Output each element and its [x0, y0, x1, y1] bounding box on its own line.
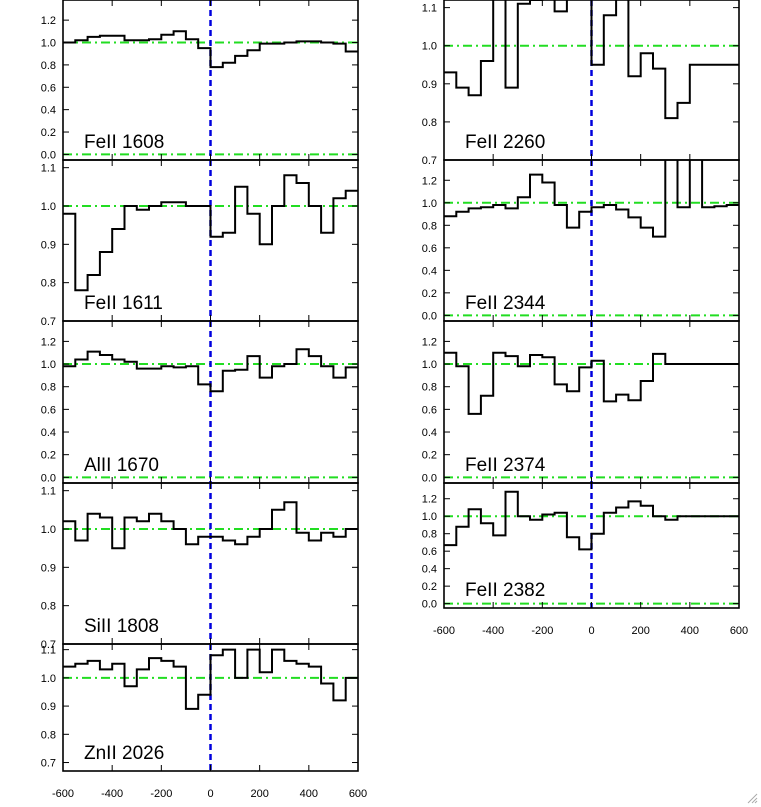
y-tick-label: 0.0 — [422, 599, 437, 611]
y-tick-label: 1.0 — [41, 201, 56, 213]
y-tick-label: 0.0 — [422, 472, 437, 484]
panel-alii-1670: 0.0 0.2 0.4 0.6 0.8 1.0 1.2 AlII 1670 — [41, 320, 359, 484]
y-tick-label: 0.2 — [422, 450, 437, 462]
spectrum-trace — [444, 0, 739, 120]
y-tick-label: 0.2 — [422, 288, 437, 300]
spectrum-trace — [63, 648, 358, 710]
transition-label: ZnII 2026 — [84, 743, 164, 764]
spectrum-trace — [444, 351, 739, 415]
y-tick-label: 0.6 — [41, 82, 56, 94]
y-tick-label: 0.8 — [41, 278, 56, 290]
y-tick-label: 0.7 — [422, 155, 437, 167]
transition-label: FeII 2260 — [465, 132, 545, 153]
resize-grip-icon[interactable] — [746, 792, 758, 804]
x-tick-label: 200 — [250, 788, 268, 800]
x-tick-label: 600 — [349, 788, 367, 800]
transition-label: FeII 1611 — [84, 293, 163, 314]
spectrum-trace — [63, 501, 358, 550]
spectrum-trace — [63, 174, 358, 292]
y-tick-label: 0.8 — [41, 382, 56, 394]
y-tick-label: 0.0 — [41, 149, 56, 161]
y-tick-label: 0.2 — [41, 127, 56, 139]
x-tick-label: 0 — [588, 625, 594, 637]
panel-feii-2344: 0.0 0.2 0.4 0.6 0.8 1.0 1.2 FeII 2344 — [422, 159, 740, 322]
y-tick-label: 0.8 — [422, 382, 437, 394]
y-tick-label: 0.6 — [422, 404, 437, 416]
x-tick-label: 400 — [681, 625, 699, 637]
y-tick-label: 0.8 — [41, 729, 56, 741]
y-tick-label: 0.9 — [422, 79, 437, 91]
y-tick-label: 1.2 — [422, 494, 437, 506]
y-tick-label: 0.4 — [41, 105, 56, 117]
x-tick-label: -600 — [52, 788, 74, 800]
spectrum-trace — [444, 160, 739, 238]
panel-znii-2026: 0.7 0.8 0.9 1.0 1.1 -600 -400 -200 0 200 400 600 ZnI… — [41, 643, 367, 800]
transition-label: FeII 2344 — [465, 293, 546, 314]
panel-feii-2260: 0.7 0.8 0.9 1.0 1.1 FeII 2260 — [422, 0, 740, 167]
y-tick-label: 1.0 — [41, 524, 56, 536]
panel-feii-1608: 0.0 0.2 0.4 0.6 0.8 1.0 1.2 FeII 1608 — [41, 0, 359, 161]
y-tick-label: 0.4 — [41, 427, 56, 439]
panel-siii-1808: 0.7 0.8 0.9 1.0 1.1 SiII 1808 — [41, 482, 359, 651]
transition-label: AlII 1670 — [84, 455, 159, 476]
y-tick-label: 1.0 — [422, 511, 437, 523]
y-tick-label: 0.7 — [41, 316, 56, 328]
y-tick-label: 1.1 — [41, 645, 56, 657]
transition-label: FeII 2382 — [465, 580, 545, 601]
y-tick-label: 0.9 — [41, 239, 56, 251]
spectrum-trace — [63, 30, 358, 69]
y-tick-label: 0.6 — [41, 404, 56, 416]
y-tick-label: 1.1 — [41, 486, 56, 498]
y-tick-label: 0.0 — [422, 310, 437, 322]
y-tick-label: 0.7 — [41, 639, 56, 651]
y-tick-label: 1.0 — [41, 38, 56, 50]
panel-feii-2382: 0.0 0.2 0.4 0.6 0.8 1.0 1.2 -600 -400 -200 0 200 400… — [422, 482, 748, 637]
y-tick-label: 0.6 — [422, 546, 437, 558]
y-tick-label: 1.2 — [422, 175, 437, 187]
y-tick-label: 0.8 — [41, 60, 56, 72]
y-tick-label: 0.8 — [41, 601, 56, 613]
y-tick-label: 1.0 — [41, 673, 56, 685]
transition-label: FeII 1608 — [84, 132, 164, 153]
y-tick-label: 0.4 — [422, 427, 437, 439]
y-tick-label: 0.6 — [422, 243, 437, 255]
y-tick-label: 1.1 — [41, 163, 56, 175]
x-tick-label: 400 — [300, 788, 318, 800]
y-tick-label: 1.0 — [422, 198, 437, 210]
y-tick-label: 0.8 — [422, 529, 437, 541]
x-tick-label: 200 — [631, 625, 649, 637]
y-tick-label: 0.9 — [41, 701, 56, 713]
y-tick-label: 1.2 — [41, 336, 56, 348]
y-tick-label: 1.2 — [41, 15, 56, 27]
y-tick-label: 0.0 — [41, 472, 56, 484]
y-tick-label: 0.9 — [41, 562, 56, 574]
y-tick-label: 1.2 — [422, 336, 437, 348]
y-tick-label: 0.4 — [422, 564, 437, 576]
x-tick-label: 600 — [730, 625, 748, 637]
panel-feii-2374: 0.0 0.2 0.4 0.6 0.8 1.0 1.2 FeII 2374 — [422, 320, 740, 484]
y-tick-label: 0.7 — [41, 758, 56, 770]
y-tick-label: 1.0 — [422, 41, 437, 53]
x-tick-label: -600 — [433, 625, 455, 637]
x-tick-label: -400 — [101, 788, 123, 800]
spectrum-trace — [63, 348, 358, 393]
x-tick-label: -200 — [531, 625, 553, 637]
y-tick-label: 0.8 — [422, 117, 437, 129]
y-tick-label: 1.1 — [422, 3, 437, 15]
y-tick-label: 0.2 — [41, 450, 56, 462]
transition-label: FeII 2374 — [465, 455, 546, 476]
x-tick-label: -200 — [150, 788, 172, 800]
transition-label: SiII 1808 — [84, 616, 159, 637]
y-tick-label: 0.4 — [422, 265, 437, 277]
y-tick-label: 1.0 — [422, 359, 437, 371]
spectrum-trace — [444, 490, 739, 551]
y-tick-label: 1.0 — [41, 359, 56, 371]
y-tick-label: 0.8 — [422, 220, 437, 232]
y-tick-label: 0.2 — [422, 581, 437, 593]
panel-feii-1611: 0.7 0.8 0.9 1.0 1.1 FeII 1611 — [41, 159, 359, 328]
x-tick-label: -400 — [482, 625, 504, 637]
x-tick-label: 0 — [207, 788, 213, 800]
